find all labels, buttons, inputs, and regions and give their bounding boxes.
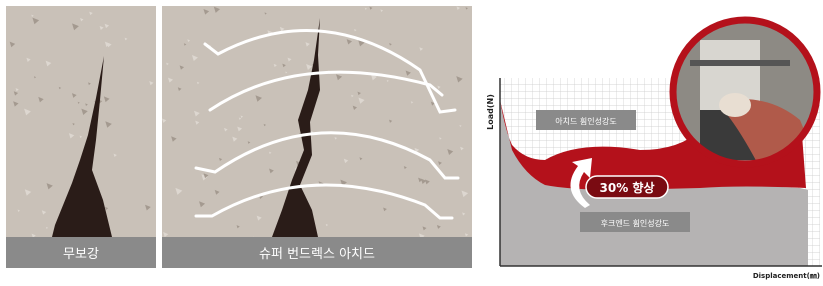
upper-label: 아치드 휨인성강도 — [555, 116, 616, 126]
reinforced-concrete-panel: 슈퍼 번드렉스 아치드 — [162, 6, 472, 268]
plain-concrete-panel: 무보강 — [6, 6, 156, 268]
load-graph: Load(N) Displacement(㎜) 아치드 휨인성강도 30% 향상… — [486, 18, 822, 280]
x-axis-label: Displacement(㎜) — [753, 272, 820, 280]
lower-label: 후크엔드 휨인성강도 — [601, 218, 670, 228]
improvement-label: 30% 향상 — [600, 180, 655, 195]
panel-label: 슈퍼 번드렉스 아치드 — [259, 247, 375, 262]
y-axis-label: Load(N) — [486, 94, 495, 130]
test-photo — [670, 18, 820, 168]
page: {"panels": [{"label": "무보강"}, {"label": … — [0, 0, 823, 286]
figure: 무보강 슈퍼 번드렉스 아치드 Load(N) Displacement(㎜) … — [0, 0, 823, 282]
panel-label: 무보강 — [63, 247, 99, 262]
